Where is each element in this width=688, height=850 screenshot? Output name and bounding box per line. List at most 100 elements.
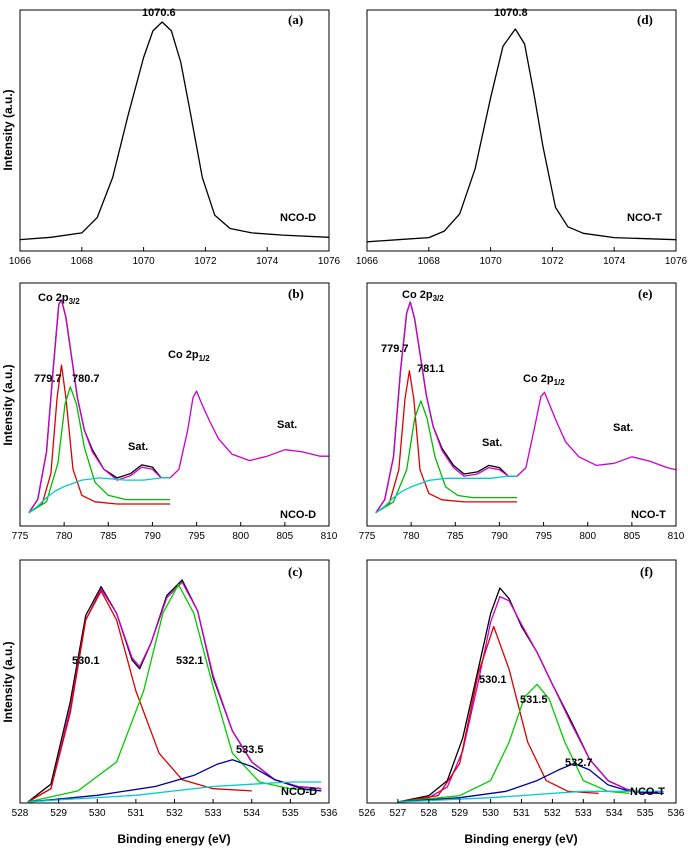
- x-tick-label: 528: [420, 808, 437, 819]
- x-tick-label: 528: [12, 808, 29, 819]
- co-2p-subscript: 3/2: [69, 297, 81, 306]
- series-line-3: [27, 590, 252, 803]
- x-tick-label: 775: [12, 531, 29, 542]
- series-line-5: [27, 759, 322, 803]
- panel-label: (e): [638, 286, 652, 301]
- x-tick-label: 532: [544, 808, 561, 819]
- co-2p-text: Co 2p: [168, 349, 199, 361]
- series-line-2: [28, 299, 329, 514]
- peak-label: 533.5: [236, 744, 264, 756]
- x-tick-label: 530: [482, 808, 499, 819]
- x-tick-label: 1074: [603, 256, 626, 267]
- x-tick-label: 780: [56, 531, 73, 542]
- panel-label: (d): [637, 12, 653, 27]
- series-line-3: [28, 364, 171, 514]
- panel-label: (b): [288, 286, 304, 301]
- y-axis-title: Intensity (a.u.): [1, 89, 15, 170]
- co-2p32-label: Co 2p3/2: [402, 289, 444, 303]
- x-tick-label: 800: [579, 531, 596, 542]
- series-line-2: [397, 595, 664, 803]
- panel-label: (a): [288, 12, 303, 27]
- co-2p12-label: Co 2p1/2: [523, 373, 565, 387]
- x-tick-label: 532: [166, 808, 183, 819]
- series-line-4: [28, 386, 171, 514]
- panel-c: 528 529 530 531 532 533 534 535 536 530.1 532.1 …: [1, 559, 338, 846]
- x-tick-label: 1070: [479, 256, 502, 267]
- x-tick-label: 780: [403, 531, 420, 542]
- co-2p-text: Co 2p: [523, 373, 554, 385]
- x-tick-label: 526: [359, 808, 376, 819]
- y-axis-title: Intensity (a.u.): [1, 641, 15, 722]
- sample-label: NCO-T: [631, 509, 666, 521]
- x-tick-label: 533: [205, 808, 222, 819]
- satellite-label: Sat.: [482, 437, 502, 449]
- panel-f: 526 527 528 529 530 531 532 533 534 535 536 530.1 …: [359, 559, 685, 846]
- x-tick-label: 790: [491, 531, 508, 542]
- panel-a: 1066 1068 1070 1072 1074 1076 1070.6 (a) NCO-…: [1, 7, 341, 267]
- satellite-label: Sat.: [613, 422, 633, 434]
- series-line-1: [27, 579, 322, 803]
- series-line-2: [375, 301, 677, 514]
- panel-b: 775 780 785 790 795 800 805 810 Co 2p3/2 779.7 …: [1, 282, 338, 542]
- series-line-1: [366, 28, 677, 243]
- peak-label: 1070.6: [142, 7, 176, 19]
- x-tick-label: 795: [535, 531, 552, 542]
- x-tick-label: 534: [243, 808, 260, 819]
- satellite-label: Sat.: [277, 419, 297, 431]
- co-2p12-label: Co 2p1/2: [168, 349, 210, 363]
- x-tick-label: 1076: [318, 256, 341, 267]
- series-line-3: [397, 625, 599, 803]
- x-tick-label: 534: [606, 808, 623, 819]
- peak-label: 531.5: [520, 694, 548, 706]
- series-line-1: [19, 21, 330, 241]
- panel-e: 775 780 785 790 795 800 805 810 Co 2p3/2 779.7 …: [359, 282, 685, 542]
- co-2p-text: Co 2p: [402, 289, 433, 301]
- co-2p-subscript: 1/2: [199, 354, 211, 363]
- x-tick-label: 795: [188, 531, 205, 542]
- peak-label: 530.1: [479, 674, 507, 686]
- x-tick-label: 805: [624, 531, 641, 542]
- x-tick-label: 1068: [71, 256, 94, 267]
- x-tick-label: 1070: [132, 256, 155, 267]
- x-tick-label: 535: [282, 808, 299, 819]
- series-line-3: [375, 370, 518, 514]
- co-2p-subscript: 1/2: [554, 378, 566, 387]
- co-2p32-label: Co 2p3/2: [38, 292, 80, 306]
- peak-label: 530.1: [72, 655, 100, 667]
- x-tick-label: 530: [89, 808, 106, 819]
- x-tick-label: 1066: [356, 256, 379, 267]
- series-line-5: [397, 762, 664, 803]
- x-tick-label: 810: [321, 531, 338, 542]
- x-tick-label: 775: [359, 531, 376, 542]
- satellite-label: Sat.: [128, 441, 148, 453]
- x-tick-label: 800: [232, 531, 249, 542]
- x-tick-label: 1072: [541, 256, 564, 267]
- sample-label: NCO-D: [281, 786, 317, 798]
- sample-label: NCO-T: [630, 786, 665, 798]
- x-tick-label: 531: [513, 808, 530, 819]
- x-tick-label: 785: [100, 531, 117, 542]
- series-line-6: [27, 781, 322, 803]
- x-tick-label: 536: [668, 808, 685, 819]
- x-tick-label: 531: [128, 808, 145, 819]
- series-line-4: [375, 400, 518, 514]
- x-tick-label: 535: [637, 808, 654, 819]
- sample-label: NCO-D: [280, 212, 316, 224]
- x-tick-label: 1068: [418, 256, 441, 267]
- co-2p-text: Co 2p: [38, 292, 69, 304]
- series-line-5: [28, 477, 171, 514]
- peak-label: 1070.8: [494, 7, 528, 19]
- co-2p-subscript: 3/2: [433, 294, 445, 303]
- peak-label: 532.7: [565, 757, 593, 769]
- series-line-4: [397, 683, 630, 803]
- x-tick-label: 536: [321, 808, 338, 819]
- x-tick-label: 1066: [9, 256, 32, 267]
- peak-label: 779.7: [381, 343, 409, 355]
- panel-label: (c): [288, 564, 302, 579]
- x-tick-label: 527: [390, 808, 407, 819]
- panel-d: 1066 1068 1070 1072 1074 1076 1070.8 (d) NCO-…: [356, 7, 688, 267]
- panel-label: (f): [640, 564, 653, 579]
- x-tick-label: 1072: [194, 256, 217, 267]
- peak-label: 780.7: [72, 373, 100, 385]
